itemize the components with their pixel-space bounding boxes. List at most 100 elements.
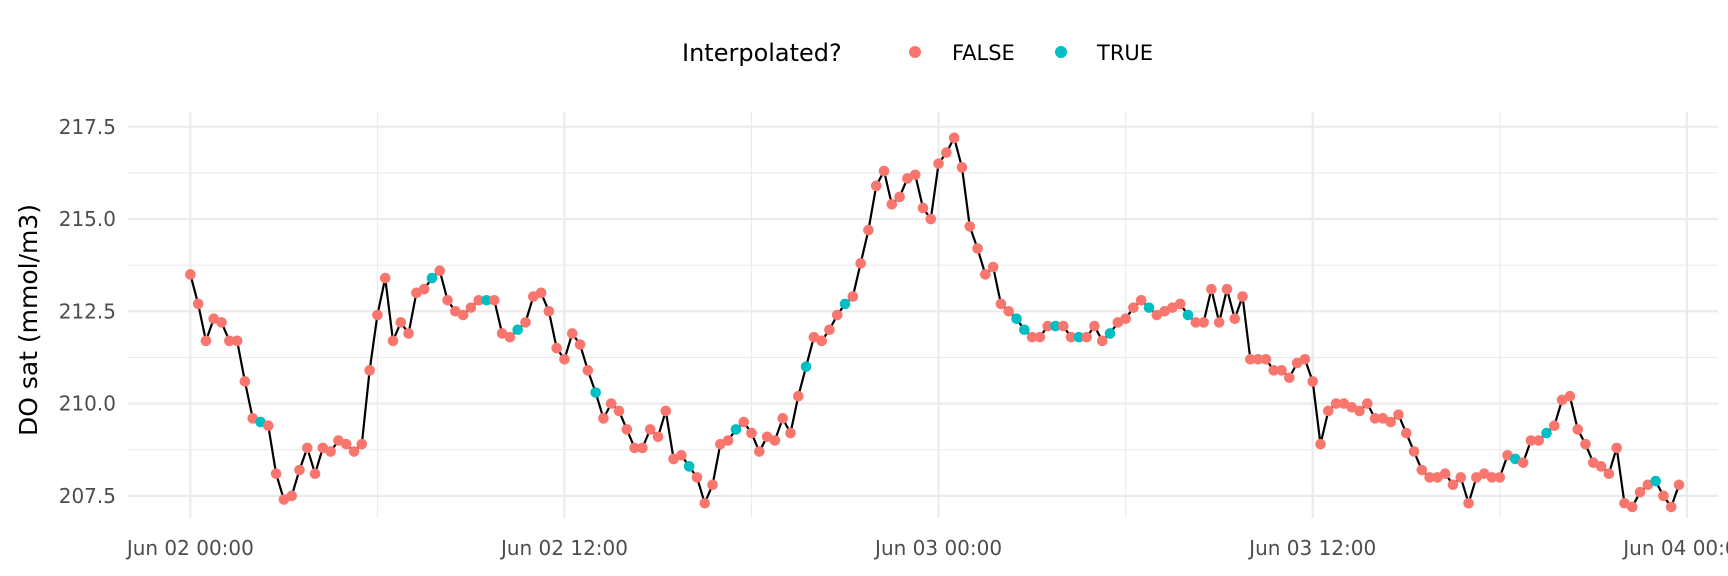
- data-point-measured: [863, 224, 874, 236]
- data-point-measured: [442, 294, 453, 306]
- data-point-measured: [894, 191, 905, 203]
- data-point-measured: [1322, 405, 1334, 417]
- y-tick-label: 212.5: [59, 299, 116, 323]
- data-point-measured: [1572, 424, 1584, 435]
- data-point-interpolated: [1541, 427, 1552, 439]
- x-axis-tick-labels: Jun 02 00:00 Jun 02 12:00 Jun 03 00:00 Jun …: [125, 536, 1728, 560]
- data-point-measured: [1229, 313, 1241, 324]
- data-point-measured: [1447, 479, 1459, 491]
- data-point-measured: [395, 317, 407, 328]
- data-point-measured: [1580, 438, 1591, 450]
- data-point-measured: [769, 435, 781, 446]
- data-point-measured: [1315, 438, 1326, 450]
- data-point-measured: [543, 306, 555, 317]
- data-point-measured: [1268, 365, 1280, 376]
- data-point-measured: [995, 298, 1007, 310]
- data-point-measured: [185, 269, 196, 280]
- data-point-interpolated: [1143, 302, 1155, 313]
- data-point-measured: [691, 472, 703, 483]
- y-tick-label: 217.5: [59, 115, 116, 139]
- data-point-interpolated: [1104, 328, 1116, 339]
- y-tick-label: 207.5: [59, 484, 116, 508]
- data-point-measured: [987, 261, 999, 273]
- data-point-measured: [629, 442, 640, 454]
- data-point-measured: [1525, 435, 1537, 446]
- data-point-measured: [286, 490, 297, 502]
- data-point-interpolated: [512, 324, 524, 336]
- data-points: [185, 132, 1685, 513]
- data-point-measured: [855, 258, 866, 269]
- x-tick-label: Jun 03 00:00: [873, 536, 1002, 560]
- data-point-measured: [364, 365, 375, 376]
- data-point-measured: [224, 335, 235, 347]
- data-point-measured: [1096, 335, 1108, 347]
- data-point-measured: [566, 328, 578, 339]
- data-point-measured: [660, 405, 672, 417]
- data-point-measured: [1174, 298, 1186, 310]
- data-point-interpolated: [839, 298, 851, 310]
- data-point-interpolated: [1050, 320, 1061, 332]
- data-point-measured: [1416, 464, 1428, 476]
- data-point-measured: [520, 317, 531, 328]
- data-point-measured: [1284, 372, 1295, 384]
- data-point-measured: [948, 132, 960, 144]
- y-axis-tick-labels: 207.5 210.0 212.5 215.0 217.5: [59, 115, 116, 508]
- data-point-measured: [465, 302, 477, 313]
- data-point-measured: [707, 479, 718, 491]
- data-point-measured: [777, 413, 789, 424]
- data-point-measured: [551, 342, 562, 354]
- data-point-interpolated: [1650, 475, 1661, 487]
- data-point-measured: [239, 376, 251, 387]
- data-point-measured: [1393, 409, 1404, 420]
- data-point-measured: [1057, 320, 1069, 332]
- data-point-measured: [699, 497, 711, 509]
- data-point-interpolated: [800, 361, 812, 372]
- x-tick-label: Jun 03 12:00: [1247, 536, 1376, 560]
- data-point-measured: [309, 468, 321, 480]
- data-point-measured: [972, 243, 983, 254]
- series-line: [189, 136, 1681, 509]
- data-point-measured: [1424, 472, 1435, 483]
- legend-true-label: TRUE: [1096, 41, 1153, 65]
- data-point-measured: [216, 317, 227, 328]
- data-point-measured: [1276, 365, 1287, 376]
- data-point-measured: [870, 180, 882, 192]
- data-point-measured: [1408, 446, 1420, 457]
- data-point-measured: [574, 339, 586, 350]
- data-point-measured: [1385, 416, 1396, 428]
- data-point-interpolated: [426, 272, 438, 284]
- data-point-measured: [434, 265, 446, 277]
- data-point-measured: [379, 272, 391, 284]
- data-point-interpolated: [1019, 324, 1030, 336]
- data-point-measured: [1128, 302, 1139, 313]
- legend-false-label: FALSE: [952, 41, 1015, 65]
- data-point-measured: [878, 165, 890, 177]
- data-point-measured: [340, 438, 352, 450]
- data-point-interpolated: [683, 461, 695, 472]
- data-point-measured: [1455, 472, 1467, 483]
- data-point-measured: [933, 158, 944, 169]
- data-point-measured: [473, 294, 485, 306]
- data-point-measured: [294, 464, 305, 476]
- data-point-measured: [200, 335, 212, 347]
- data-point-measured: [956, 162, 968, 173]
- data-point-measured: [1260, 353, 1272, 365]
- data-point-measured: [1549, 420, 1560, 432]
- data-point-interpolated: [730, 424, 742, 435]
- legend-title: Interpolated?: [682, 39, 842, 67]
- data-point-measured: [231, 335, 243, 347]
- data-point-measured: [1221, 283, 1233, 295]
- data-point-measured: [1190, 317, 1202, 328]
- data-point-measured: [941, 147, 952, 158]
- data-point-measured: [847, 291, 859, 302]
- data-point-measured: [824, 324, 835, 336]
- data-point-measured: [785, 427, 796, 439]
- data-point-measured: [644, 424, 656, 435]
- data-point-interpolated: [1011, 313, 1022, 324]
- major-gridlines: [128, 112, 1718, 518]
- data-point-measured: [1603, 468, 1615, 480]
- data-point-measured: [621, 424, 633, 435]
- data-point-measured: [1089, 320, 1100, 332]
- data-point-measured: [746, 427, 757, 439]
- data-point-measured: [652, 431, 664, 443]
